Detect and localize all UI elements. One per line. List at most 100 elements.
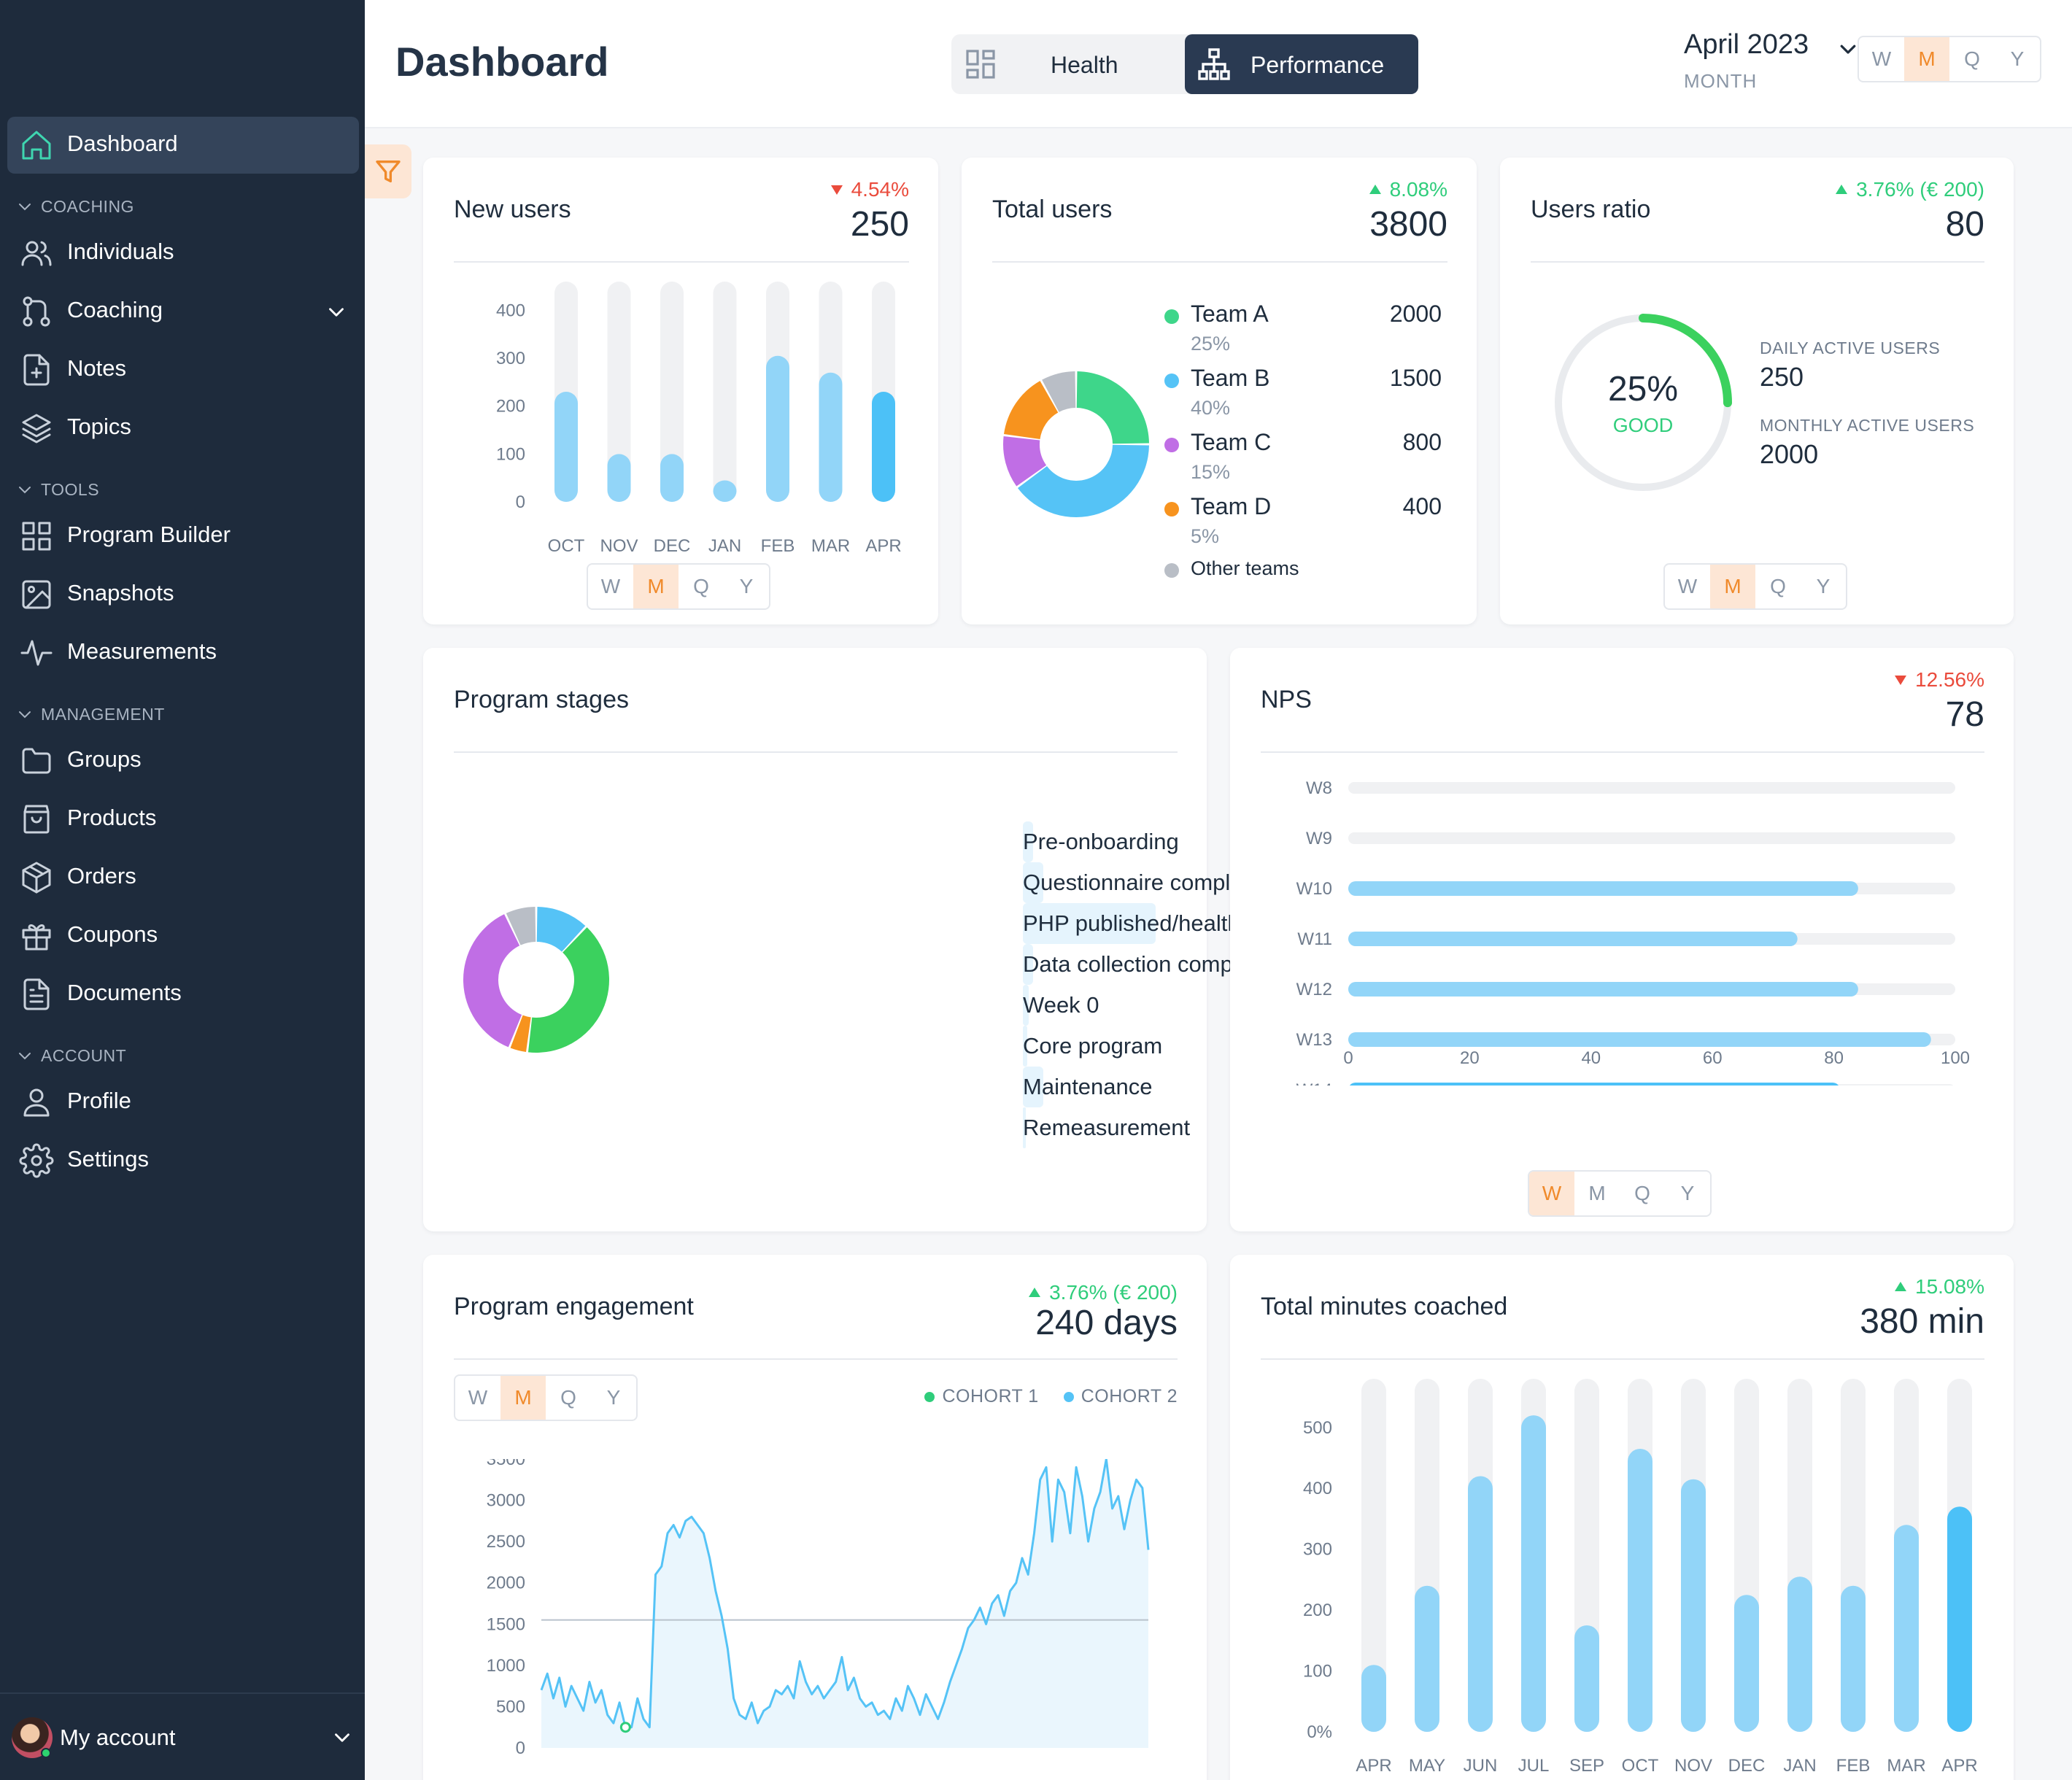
sidebar-item-coaching[interactable]: Coaching [7,283,359,340]
sidebar-item-label: Topics [67,414,131,439]
series-line-cohort-2 [540,1459,1150,1729]
y-tick-label: W12 [1296,980,1332,999]
bar-apr [1947,1506,1972,1732]
sidebar-item-notes[interactable]: Notes [7,341,359,398]
section-header[interactable]: COACHING [16,195,134,218]
month-caption: MONTH [1684,70,1758,92]
bar-track [607,282,631,502]
account-menu[interactable]: My account [0,1692,365,1780]
period-option-q[interactable]: Q [693,575,709,597]
period-option-m[interactable]: M [1710,565,1755,608]
x-tick-label: OCT [1622,1756,1659,1776]
sidebar-item-dashboard[interactable]: Dashboard [7,117,359,174]
period-option-w[interactable]: W [1529,1172,1574,1215]
section-header[interactable]: TOOLS [16,478,99,501]
stages-slice-4 [506,907,536,945]
bar-track [1361,1379,1386,1732]
period-option-w[interactable]: W [468,1386,488,1409]
x-tick-label: DEC [654,536,691,556]
nps-bar-chart: W8 W9 W10 W11 W12 W13 W14 0 20 40 60 80 100 [1296,778,1970,1086]
sidebar-item-topics[interactable]: Topics [7,400,359,457]
trend-indicator: 12.56% [1893,668,1984,692]
y-tick-label: 400 [496,301,525,320]
month-value: April 2023 [1684,29,1809,60]
month-picker[interactable]: April 2023 MONTH [1684,29,1856,92]
section-label: COACHING [41,196,134,216]
period-option-y[interactable]: Y [2010,47,2025,70]
x-tick-label: JAN [1783,1756,1816,1776]
period-option-y[interactable]: Y [1680,1182,1695,1204]
grid-icon [22,522,51,551]
period-option-m[interactable]: M [1588,1182,1606,1204]
card-value: 3800 [1369,205,1447,244]
period-option-m[interactable]: M [1904,37,1949,81]
period-option-q[interactable]: Q [1634,1182,1650,1204]
sidebar-item-orders[interactable]: Orders [7,849,359,906]
legend-name: COHORT 2 [1081,1386,1178,1406]
folder-icon [22,748,51,774]
sidebar-item-individuals[interactable]: Individuals [7,225,359,282]
legend-name: COHORT 1 [942,1386,1039,1406]
sidebar-item-label: Measurements [67,638,217,664]
bar-apr [1361,1665,1386,1732]
period-option-y[interactable]: Y [739,575,754,597]
stage-name: Maintenance [1023,1074,1153,1099]
sidebar-item-products[interactable]: Products [7,791,359,848]
card-divider [1261,751,1984,753]
gear-icon [19,1143,54,1178]
tab-performance[interactable]: Performance [1185,34,1418,94]
sidebar-item-snapshots[interactable]: Snapshots [7,566,359,623]
filter-button[interactable] [365,144,411,198]
y-tick-label: W9 [1306,829,1332,848]
period-option-m[interactable]: M [500,1376,546,1420]
period-option-q[interactable]: Q [1770,575,1786,597]
sidebar-item-program-builder[interactable]: Program Builder [7,508,359,565]
x-tick-label: JAN [708,536,741,556]
legend-item: Team D 5% 400 [1164,493,1442,552]
sidebar-item-label: Coaching [67,297,163,322]
x-tick-label: JUL [1518,1756,1550,1776]
card-divider [454,261,909,263]
period-option-m[interactable]: M [633,565,679,608]
teams-slice-4 [1042,371,1076,412]
stage-name: Week 0 [1023,992,1099,1018]
chevron-down-icon [19,711,31,719]
bar-track [1348,782,1955,794]
ratio-gauge [1554,314,1732,492]
sidebar-item-documents[interactable]: Documents [7,966,359,1023]
sidebar-item-settings[interactable]: Settings [7,1132,359,1189]
sidebar-item-profile[interactable]: Profile [7,1074,359,1131]
period-option-q[interactable]: Q [1964,47,1980,70]
sidebar-item-label: Groups [67,746,142,772]
legend-dot [924,1391,935,1402]
period-option-w[interactable]: W [600,575,621,597]
tab-health[interactable]: Health [951,34,1185,94]
period-option-y[interactable]: Y [606,1386,621,1409]
program-engagement-card: Program engagement 3.76% (€ 200) 240 day… [423,1255,1207,1780]
section-header[interactable]: MANAGEMENT [16,703,165,726]
period-option-w[interactable]: W [1871,47,1892,70]
x-tick-label: APR [865,536,901,556]
period-option-y[interactable]: Y [1816,575,1831,597]
x-tick-label: MAY [1409,1756,1445,1776]
sidebar-item-groups[interactable]: Groups [7,732,359,789]
legend-item: Other teams [1164,557,1442,587]
legend-dot [1164,309,1179,324]
y-tick-label: W11 [1297,929,1332,949]
period-option-w[interactable]: W [1677,575,1698,597]
box-icon [22,862,51,894]
view-tabs: Health Performance [951,34,1418,94]
bar-w13 [1348,1032,1931,1047]
users-icon [21,241,52,266]
sidebar-item-label: Products [67,805,157,830]
program-stages-card: Program stages Pre-onboarding5%Questionn… [423,648,1592,1231]
chevron-down-icon [19,204,31,211]
trend-value: 12.56% [1915,668,1984,691]
y-tick-label: 0% [1307,1722,1332,1742]
section-header[interactable]: ACCOUNT [16,1044,126,1067]
cohort-legend: COHORT 1 COHORT 2 [924,1386,1178,1407]
sidebar-item-coupons[interactable]: Coupons [7,908,359,964]
sidebar-item-measurements[interactable]: Measurements [7,624,359,681]
period-option-q[interactable]: Q [560,1386,576,1409]
